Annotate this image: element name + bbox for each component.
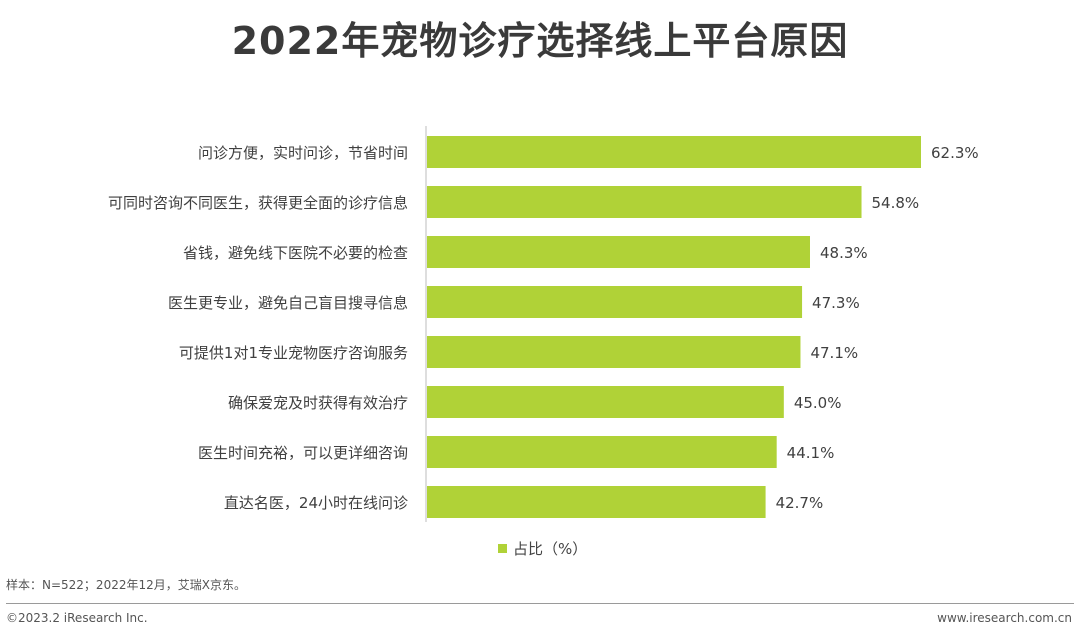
category-label: 医生时间充裕，可以更详细咨询 — [198, 444, 408, 462]
bar — [427, 286, 803, 318]
category-label: 医生更专业，避免自己盲目搜寻信息 — [168, 294, 408, 312]
legend: 占比（%） — [498, 538, 587, 559]
data-label: 45.0% — [794, 394, 842, 412]
website-url: www.iresearch.com.cn — [937, 611, 1072, 625]
category-label: 可同时咨询不同医生，获得更全面的诊疗信息 — [108, 194, 408, 212]
bar — [427, 236, 810, 268]
bar — [427, 186, 862, 218]
bar — [427, 336, 801, 368]
category-label: 问诊方便，实时问诊，节省时间 — [198, 144, 408, 162]
source-footnote: 样本：N=522；2022年12月，艾瑞X京东。 — [6, 578, 246, 592]
copyright-text: ©2023.2 iResearch Inc. — [6, 611, 148, 625]
category-label: 可提供1对1专业宠物医疗咨询服务 — [179, 344, 408, 362]
data-label: 44.1% — [787, 444, 835, 462]
chart-title: 2022年宠物诊疗选择线上平台原因 — [231, 19, 849, 63]
data-label: 47.3% — [812, 294, 860, 312]
legend-label: 占比（%） — [513, 540, 588, 558]
data-label: 54.8% — [872, 194, 920, 212]
bar — [427, 386, 784, 418]
footer-divider — [6, 603, 1074, 604]
category-label: 确保爱宠及时获得有效治疗 — [228, 394, 408, 412]
category-label: 直达名医，24小时在线问诊 — [224, 494, 408, 512]
data-label: 42.7% — [776, 494, 824, 512]
legend-swatch — [498, 544, 507, 553]
bar — [427, 436, 777, 468]
bar — [427, 486, 766, 518]
data-label: 62.3% — [931, 144, 979, 162]
bar — [427, 136, 921, 168]
category-label: 省钱，避免线下医院不必要的检查 — [183, 244, 408, 262]
data-label: 47.1% — [810, 344, 858, 362]
data-label: 48.3% — [820, 244, 868, 262]
